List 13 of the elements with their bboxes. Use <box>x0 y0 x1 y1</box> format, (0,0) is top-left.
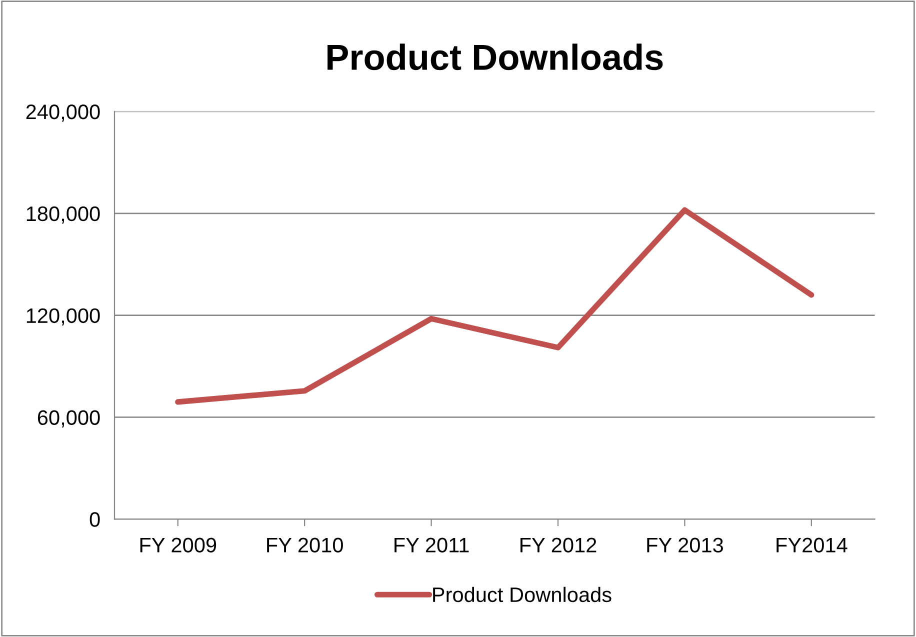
x-tick-label: FY 2011 <box>394 538 469 553</box>
x-tick-label: FY 2010 <box>267 538 343 553</box>
y-tick-label: 60,000 <box>38 410 100 428</box>
y-tick-label: 120,000 <box>26 308 100 326</box>
x-tick-label: FY 2013 <box>647 538 723 553</box>
x-tick-label: FY2014 <box>776 538 848 553</box>
x-tick-label: FY 2012 <box>520 538 596 553</box>
x-tick-label: FY 2009 <box>140 538 216 553</box>
y-tick-label: 0 <box>90 512 100 527</box>
legend-label: Product Downloads <box>433 586 612 602</box>
chart-title: Product Downloads <box>328 44 663 70</box>
y-tick-label: 240,000 <box>26 104 100 122</box>
y-tick-label: 180,000 <box>26 206 100 224</box>
